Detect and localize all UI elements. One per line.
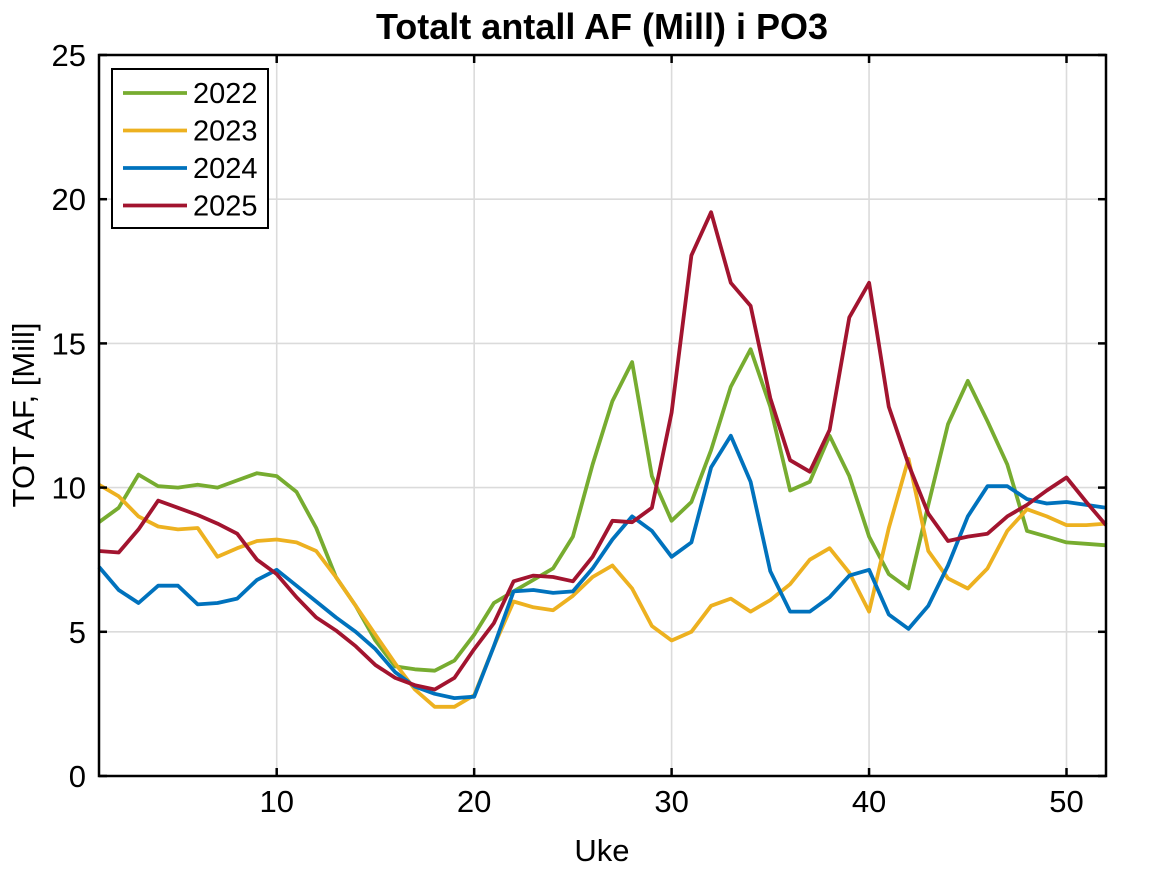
legend: 2022 2023 2024 2025	[111, 68, 269, 229]
series-line-2022	[97, 347, 1107, 673]
x-tick-labels: 10 20 30 40 50	[259, 784, 1083, 819]
x-tick-label-50: 50	[1049, 784, 1083, 819]
x-tick-label-30: 30	[654, 784, 688, 819]
axis-ticks	[99, 53, 1106, 778]
series-line-2023	[98, 456, 1107, 709]
chart-title: Totalt antall AF (Mill) i PO3	[376, 6, 828, 47]
y-tick-label-15: 15	[52, 326, 86, 361]
legend-label-2025: 2025	[193, 191, 258, 223]
x-tick-label-20: 20	[457, 784, 491, 819]
series-line-2024	[97, 433, 1107, 700]
series-line-2025	[98, 210, 1108, 692]
x-tick-label-40: 40	[852, 784, 886, 819]
legend-label-2023: 2023	[193, 116, 258, 148]
y-tick-labels: 0 5 10 15 20 25	[52, 38, 86, 794]
x-tick-label-10: 10	[259, 784, 293, 819]
legend-box	[111, 68, 269, 229]
x-axis-label: Uke	[574, 833, 629, 868]
legend-items: 2022 2023 2024 2025	[123, 78, 258, 223]
data-series	[97, 210, 1108, 709]
y-tick-label-25: 25	[52, 38, 86, 73]
y-tick-label-0: 0	[69, 759, 86, 794]
plot-border	[97, 53, 1108, 778]
legend-label-2024: 2024	[193, 153, 258, 185]
y-tick-label-10: 10	[52, 471, 86, 506]
y-axis-label: TOT AF, [Mill]	[6, 323, 41, 508]
y-tick-label-5: 5	[69, 615, 86, 650]
legend-label-2022: 2022	[193, 78, 258, 110]
grid-lines	[99, 55, 1106, 776]
y-tick-label-20: 20	[52, 182, 86, 217]
